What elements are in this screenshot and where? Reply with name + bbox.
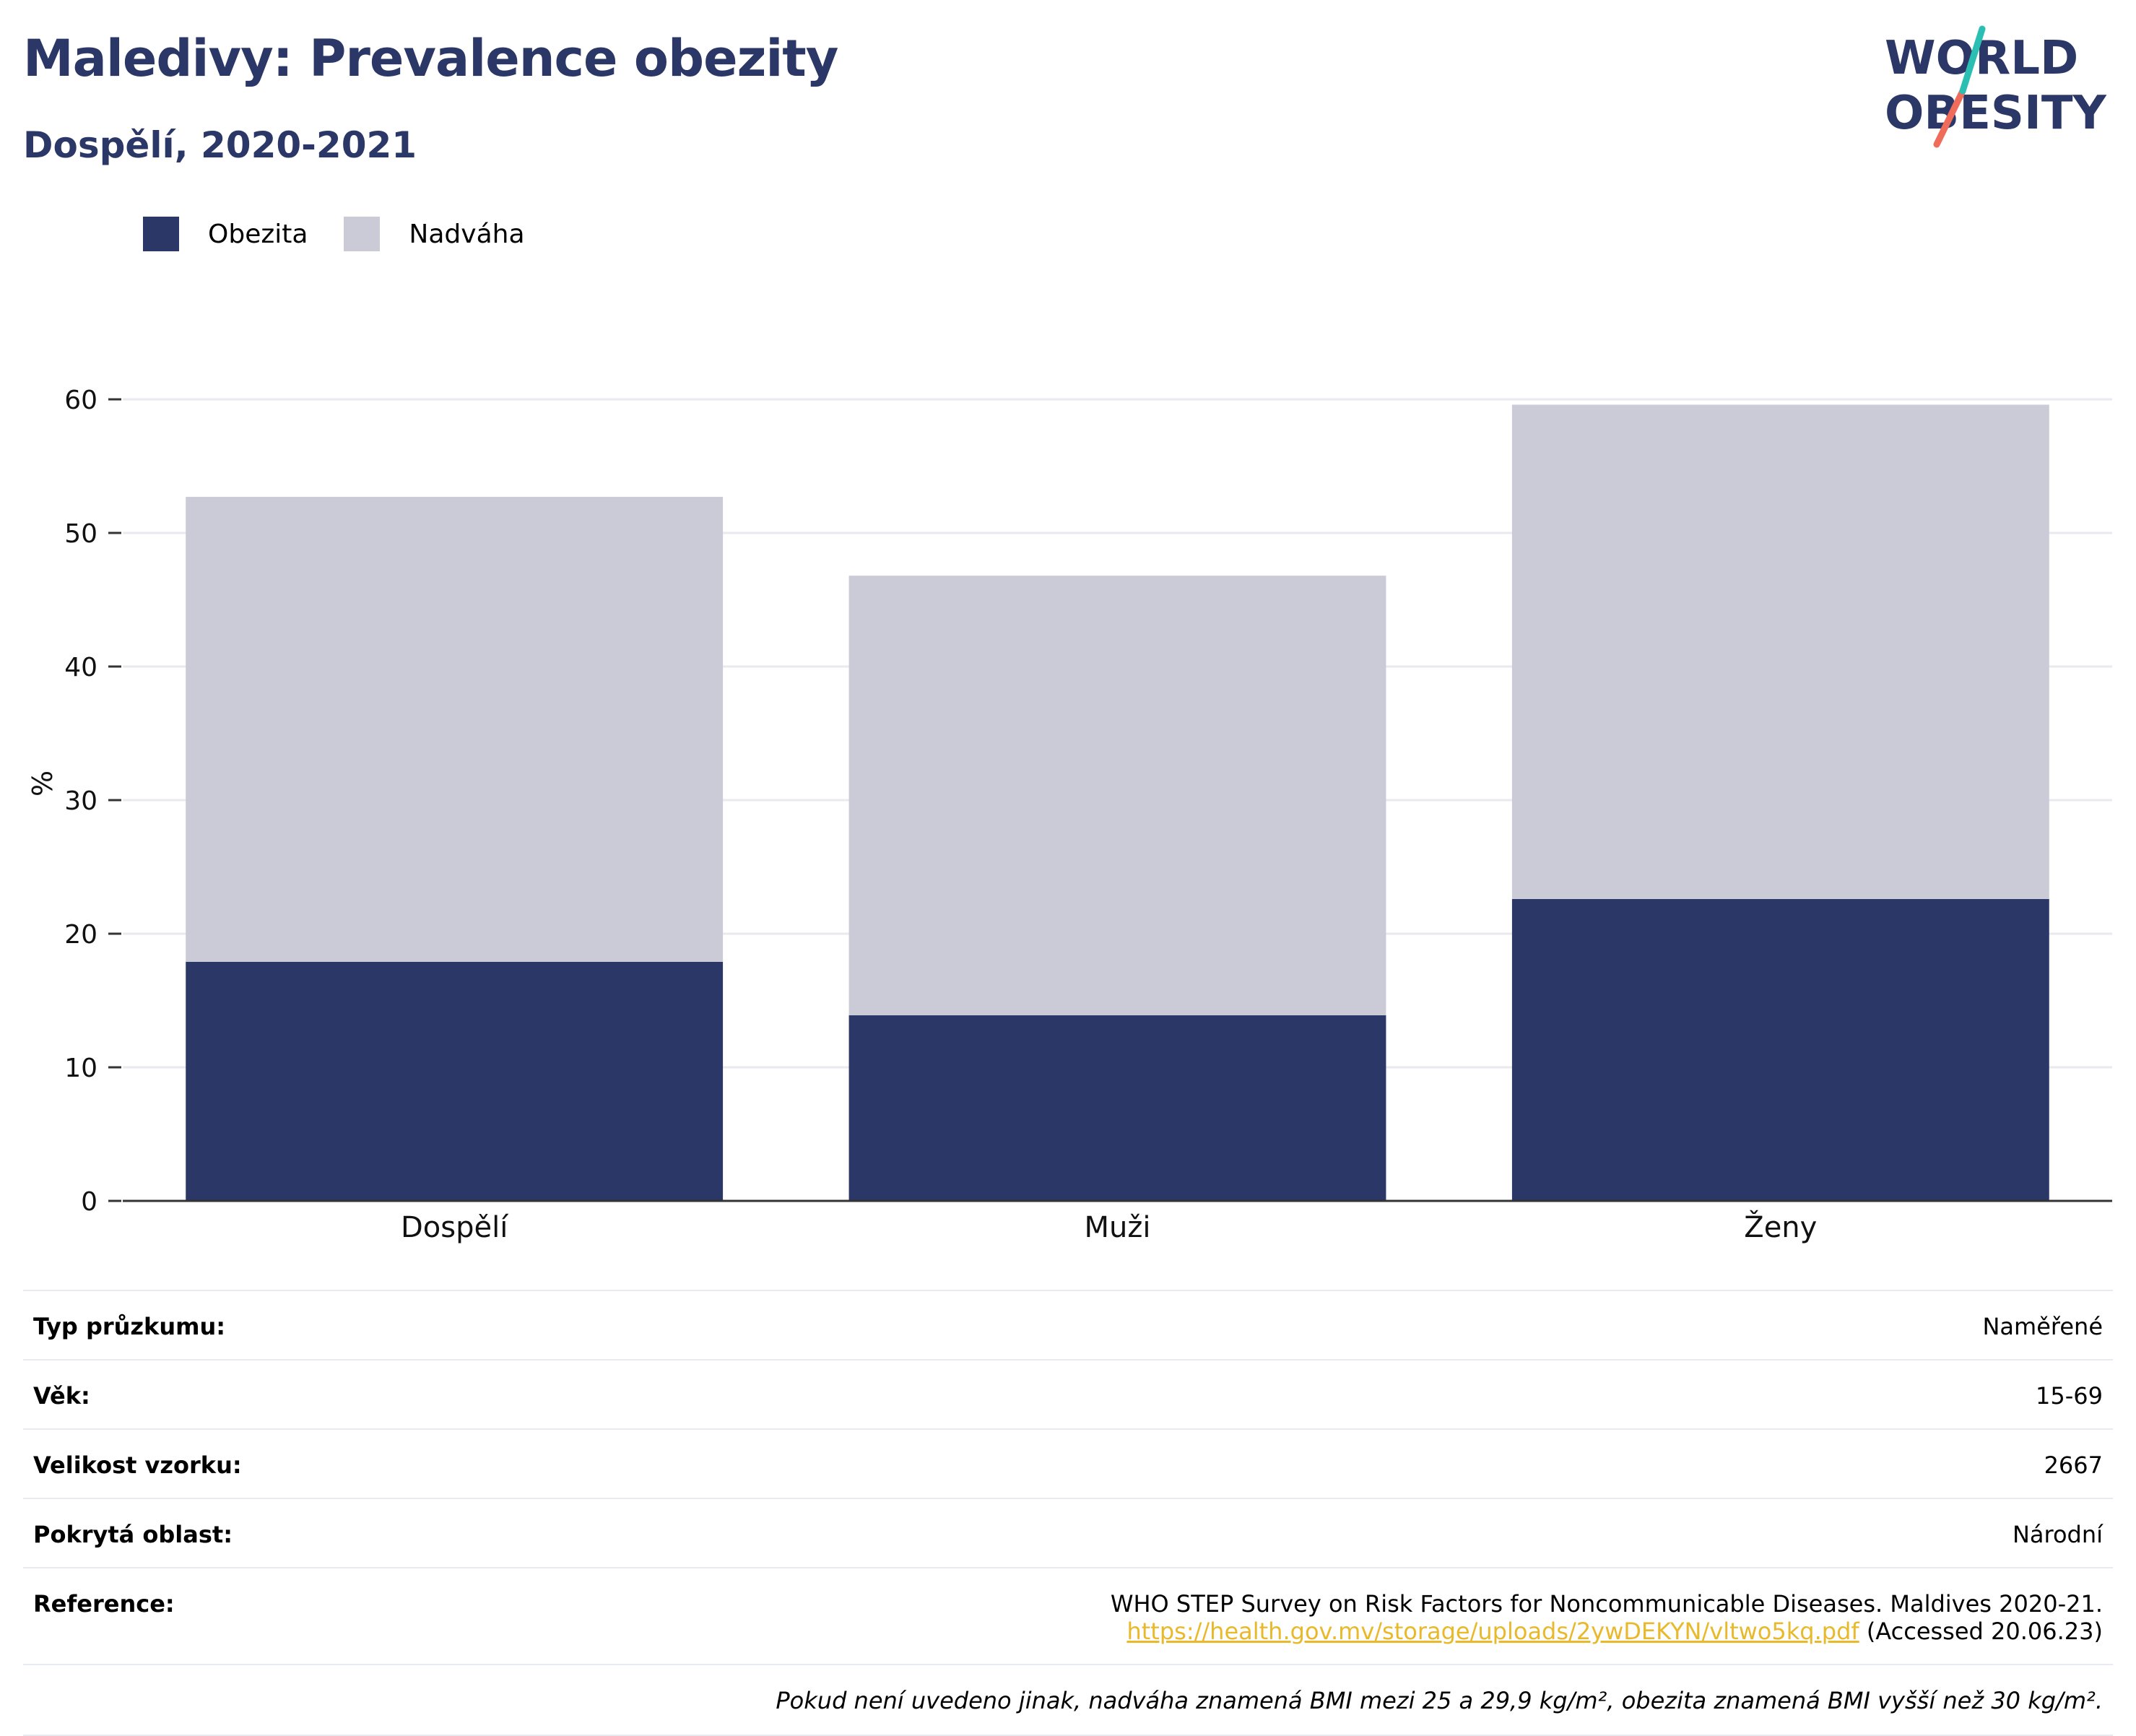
y-tick-label: 60 [64, 386, 97, 415]
chart-subtitle: Dospělí, 2020-2021 [23, 124, 417, 166]
info-row-survey-type: Typ průzkumu: Naměřené [23, 1290, 2113, 1359]
info-row-area-covered: Pokrytá oblast: Národní [23, 1498, 2113, 1567]
world-obesity-logo: WORLD OBESITY [1885, 25, 2106, 148]
reference-link[interactable]: https://health.gov.mv/storage/uploads/2y… [1126, 1618, 1859, 1645]
y-tick-label: 40 [64, 653, 97, 682]
chart-title: Maledivy: Prevalence obezity [23, 29, 838, 88]
y-tick-label: 30 [64, 786, 97, 816]
logo-line2: OBESITY [1885, 87, 2106, 140]
info-key: Reference: [33, 1590, 175, 1618]
y-tick-label: 10 [64, 1054, 97, 1083]
info-value: 2667 [2044, 1451, 2103, 1479]
info-row-sample-size: Velikost vzorku: 2667 [23, 1428, 2113, 1498]
bmi-definition-note: Pokud není uvedeno jinak, nadváha znamen… [23, 1664, 2113, 1736]
legend-item-nadvaha[interactable]: Nadváha [344, 217, 525, 251]
legend-label-obezita: Obezita [208, 219, 308, 249]
info-value: 15-69 [2036, 1382, 2103, 1410]
bar-obezita-2 [848, 1015, 1386, 1201]
y-axis-label: % [27, 771, 58, 797]
info-key: Věk: [33, 1382, 90, 1410]
legend-item-obezita[interactable]: Obezita [143, 217, 308, 251]
logo-slash-coral [1933, 87, 1966, 148]
x-tick-label: Dospělí [401, 1211, 509, 1244]
legend-swatch-nadvaha [344, 217, 381, 251]
legend-label-nadvaha: Nadváha [409, 219, 525, 249]
survey-info-table: Typ průzkumu: Naměřené Věk: 15-69 Veliko… [23, 1290, 2113, 1736]
x-tick-label: Ženy [1744, 1210, 1817, 1244]
info-key: Velikost vzorku: [33, 1451, 242, 1479]
y-tick-label: 0 [81, 1187, 97, 1217]
bar-nadváha-3 [1511, 404, 2049, 899]
legend-swatch-obezita [143, 217, 179, 251]
info-key: Pokrytá oblast: [33, 1521, 233, 1548]
y-tick-label: 20 [64, 920, 97, 950]
bar-nadváha-2 [848, 576, 1386, 1015]
bar-obezita-1 [186, 961, 724, 1201]
info-value: Národní [2012, 1521, 2103, 1548]
bar-obezita-3 [1511, 898, 2049, 1201]
bar-nadváha-1 [186, 497, 724, 962]
info-value: Naměřené [1982, 1313, 2103, 1340]
chart-legend: Obezita Nadváha [143, 217, 561, 251]
info-row-age: Věk: 15-69 [23, 1359, 2113, 1428]
info-row-reference: Reference: WHO STEP Survey on Risk Facto… [23, 1567, 2113, 1664]
logo-slash-teal [1959, 25, 1986, 95]
info-key: Typ průzkumu: [33, 1313, 226, 1340]
y-tick-label: 50 [64, 519, 97, 549]
bar-chart: 0 10 20 30 40 50 60% Dospělí Muži Ženy [27, 386, 2112, 1244]
x-tick-label: Muži [1085, 1211, 1151, 1244]
reference-text: WHO STEP Survey on Risk Factors for Nonc… [1111, 1590, 2103, 1645]
reference-accessed: (Accessed 20.06.23) [1859, 1618, 2103, 1645]
reference-line1: WHO STEP Survey on Risk Factors for Nonc… [1110, 1590, 2103, 1618]
